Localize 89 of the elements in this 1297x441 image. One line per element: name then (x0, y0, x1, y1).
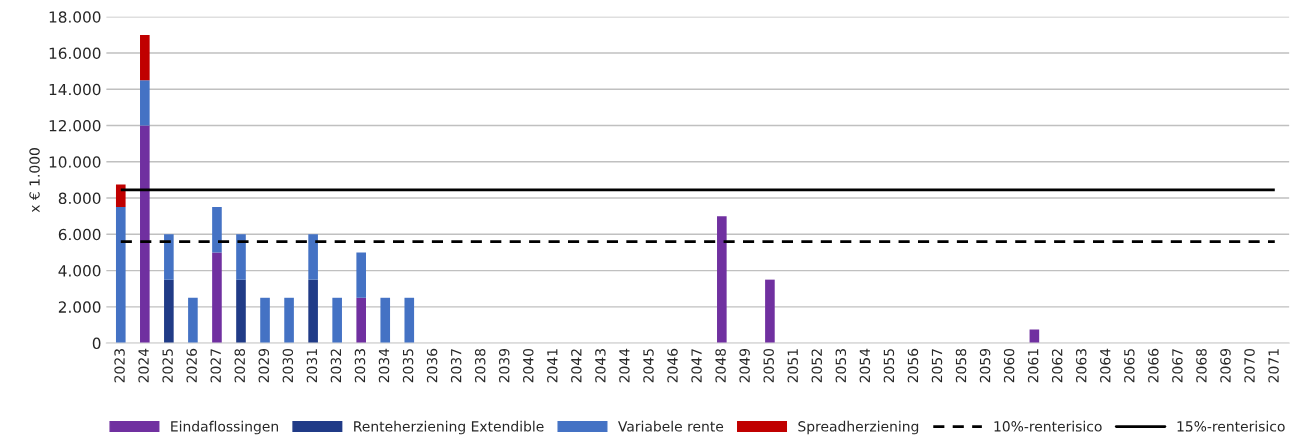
y-tick-label: 2.000 (58, 301, 101, 313)
x-tick-label: 2055 (883, 349, 895, 383)
bar (164, 279, 174, 344)
bar (115, 184, 126, 208)
x-tick-label: 2043 (595, 349, 606, 383)
bar (765, 279, 775, 344)
y-tick-label: 4.000 (58, 265, 101, 277)
x-tick-label: 2054 (859, 348, 871, 383)
x-tick-label: 2041 (547, 349, 558, 383)
x-tick-label: 2068 (1196, 348, 1207, 383)
x-tick-label: 2030 (282, 348, 294, 383)
bar (212, 252, 222, 344)
x-tick-label: 2028 (234, 348, 246, 383)
y-tick-label: 14.000 (49, 83, 101, 96)
bar (356, 252, 367, 298)
x-tick-label: 2042 (571, 349, 582, 383)
y-tick-label: 12.000 (49, 120, 101, 132)
x-tick-label: 2070 (1244, 348, 1255, 383)
bar (356, 297, 367, 344)
legend-label: 15%-renterisico (1177, 420, 1285, 432)
bar (332, 297, 342, 344)
x-tick-label: 2061 (1027, 349, 1039, 383)
x-tick-label: 2023 (114, 349, 125, 383)
x-tick-label: 2069 (1220, 348, 1231, 383)
legend-label: Variabele rente (618, 420, 724, 432)
y-tick-label: 16.000 (49, 47, 101, 60)
x-tick-label: 2039 (498, 348, 510, 383)
bar (140, 34, 150, 81)
y-tick-label: 8.000 (58, 192, 101, 205)
x-tick-label: 2032 (330, 349, 342, 383)
x-tick-label: 2031 (306, 349, 318, 383)
bar (236, 234, 246, 280)
bar (140, 125, 150, 344)
bar (188, 297, 198, 344)
x-tick-label: 2071 (1268, 349, 1279, 383)
legend-label: 10%-renterisico (994, 420, 1102, 432)
bar (164, 234, 174, 280)
bar (308, 279, 318, 344)
x-tick-label: 2052 (811, 349, 823, 383)
x-tick-label: 2045 (643, 349, 654, 383)
legend-label: Eindaflossingen (171, 420, 278, 435)
x-tick-label: 2027 (210, 349, 221, 383)
x-tick-label: 2065 (1124, 349, 1135, 383)
x-tick-label: 2034 (378, 348, 390, 383)
bar (308, 234, 318, 280)
x-tick-label: 2058 (955, 348, 967, 383)
y-tick-label: 18.000 (49, 11, 101, 23)
x-tick-label: 2038 (474, 348, 486, 383)
y-tick-label: 0 (92, 337, 101, 350)
legend-label: Renteherziening Extendible (354, 420, 544, 435)
bar (717, 216, 727, 344)
y-tick-label: 6.000 (58, 228, 101, 241)
y-axis-title: x € 1.000 (29, 148, 40, 213)
x-tick-label: 2044 (619, 348, 630, 383)
y-tick-label: 10.000 (49, 156, 101, 168)
x-tick-label: 2062 (1051, 349, 1063, 383)
x-tick-label: 2057 (931, 349, 943, 383)
x-tick-label: 2059 (979, 348, 991, 383)
bar (140, 80, 150, 126)
x-tick-label: 2033 (354, 349, 366, 383)
bar (212, 207, 222, 253)
x-tick-label: 2067 (1172, 349, 1183, 383)
x-tick-label: 2024 (138, 348, 149, 383)
x-tick-label: 2036 (426, 348, 438, 383)
bar (404, 297, 415, 344)
x-tick-label: 2029 (258, 348, 270, 383)
bar (260, 297, 270, 344)
x-tick-label: 2066 (1148, 348, 1159, 383)
x-tick-label: 2046 (667, 348, 678, 383)
x-tick-label: 2037 (450, 349, 462, 383)
x-tick-label: 2049 (739, 348, 750, 383)
x-tick-label: 2051 (787, 349, 798, 383)
x-tick-label: 2035 (402, 349, 414, 383)
x-tick-label: 2040 (523, 348, 534, 383)
x-tick-label: 2026 (186, 348, 197, 383)
x-tick-label: 2025 (162, 349, 173, 383)
bar (115, 207, 126, 344)
x-tick-label: 2060 (1003, 348, 1015, 383)
x-tick-label: 2063 (1075, 349, 1087, 383)
x-tick-label: 2047 (691, 349, 702, 383)
x-tick-label: 2053 (835, 349, 847, 383)
legend-label: Spreadherziening (798, 420, 919, 435)
x-tick-label: 2048 (715, 348, 726, 383)
bar (284, 297, 294, 344)
bar (380, 297, 391, 344)
x-tick-label: 2050 (763, 348, 774, 383)
x-tick-label: 2064 (1100, 348, 1111, 383)
x-tick-label: 2056 (907, 348, 919, 383)
bar (236, 279, 246, 344)
